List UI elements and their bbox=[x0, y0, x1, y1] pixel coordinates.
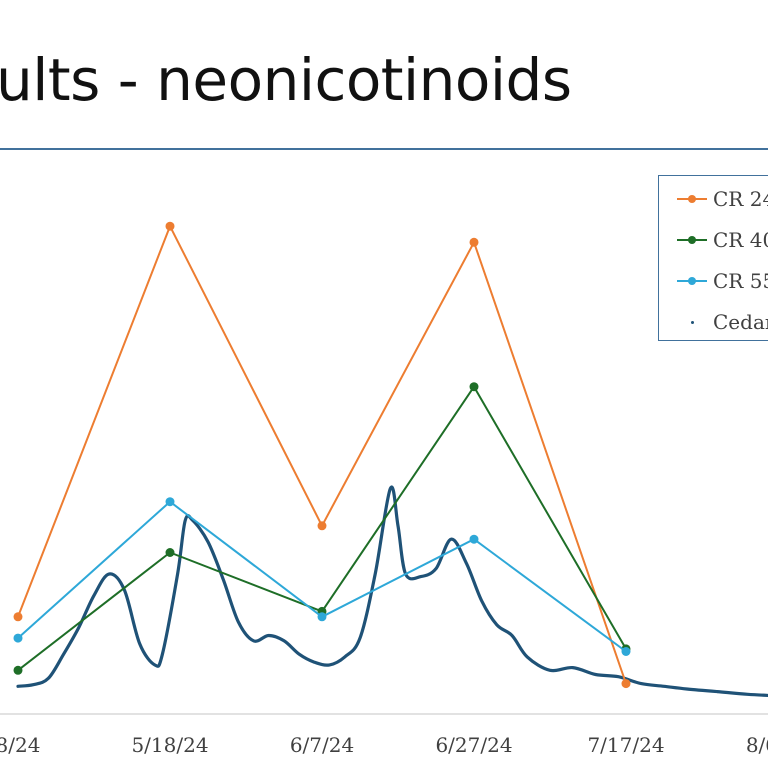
legend-marker-cedar bbox=[691, 321, 694, 324]
legend-swatch-cedar bbox=[677, 307, 707, 337]
x-tick-label: 8/24 bbox=[0, 733, 40, 757]
legend-item-cr24: CR 24 bbox=[677, 184, 768, 214]
legend-label-cedar: Cedar bbox=[713, 310, 768, 334]
data-point-cr24-4 bbox=[621, 679, 631, 689]
data-point-cr55-4 bbox=[621, 647, 631, 656]
data-point-cr55-3 bbox=[469, 534, 479, 544]
legend-marker-cr40 bbox=[688, 236, 696, 244]
legend-swatch-cr40 bbox=[677, 225, 707, 255]
legend-marker-cr24 bbox=[688, 195, 696, 203]
x-tick-label: 6/27/24 bbox=[435, 733, 512, 757]
legend-item-cr40: CR 40 bbox=[677, 225, 768, 255]
data-point-cr24-3 bbox=[469, 237, 479, 247]
legend-marker-cr55 bbox=[688, 277, 696, 285]
legend-swatch-cr24 bbox=[677, 184, 707, 214]
slide-title: ults - neonicotinoids bbox=[0, 46, 572, 114]
legend-label-cr40: CR 40 bbox=[713, 228, 768, 252]
x-tick-label: 8/6/24 bbox=[746, 733, 768, 757]
series-line-cedar bbox=[16, 485, 768, 698]
series-layer bbox=[13, 221, 768, 698]
data-point-cr40-3 bbox=[469, 382, 479, 392]
x-tick-label: 6/7/24 bbox=[290, 733, 354, 757]
data-point-cr55-0 bbox=[13, 633, 23, 643]
data-point-cr55-1 bbox=[165, 497, 175, 507]
legend: CR 24 CR 40 CR 55 Cedar bbox=[658, 175, 768, 341]
data-point-cr40-1 bbox=[165, 548, 175, 557]
data-point-cr24-0 bbox=[13, 612, 23, 622]
data-point-cr40-0 bbox=[13, 665, 23, 675]
data-point-cr24-1 bbox=[165, 221, 175, 231]
chart-top-border bbox=[0, 148, 768, 150]
legend-label-cr55: CR 55 bbox=[713, 269, 768, 293]
data-point-cr55-2 bbox=[317, 612, 327, 622]
legend-item-cr55: CR 55 bbox=[677, 266, 768, 296]
data-point-cr24-2 bbox=[317, 521, 327, 531]
legend-swatch-cr55 bbox=[677, 266, 707, 296]
x-tick-label: 5/18/24 bbox=[131, 733, 208, 757]
x-tick-label: 7/17/24 bbox=[587, 733, 664, 757]
x-tick-labels: 8/24 5/18/24 6/7/24 6/27/24 7/17/24 8/6/24 bbox=[0, 733, 768, 757]
legend-label-cr24: CR 24 bbox=[713, 187, 768, 211]
legend-item-cedar: Cedar bbox=[677, 307, 768, 337]
